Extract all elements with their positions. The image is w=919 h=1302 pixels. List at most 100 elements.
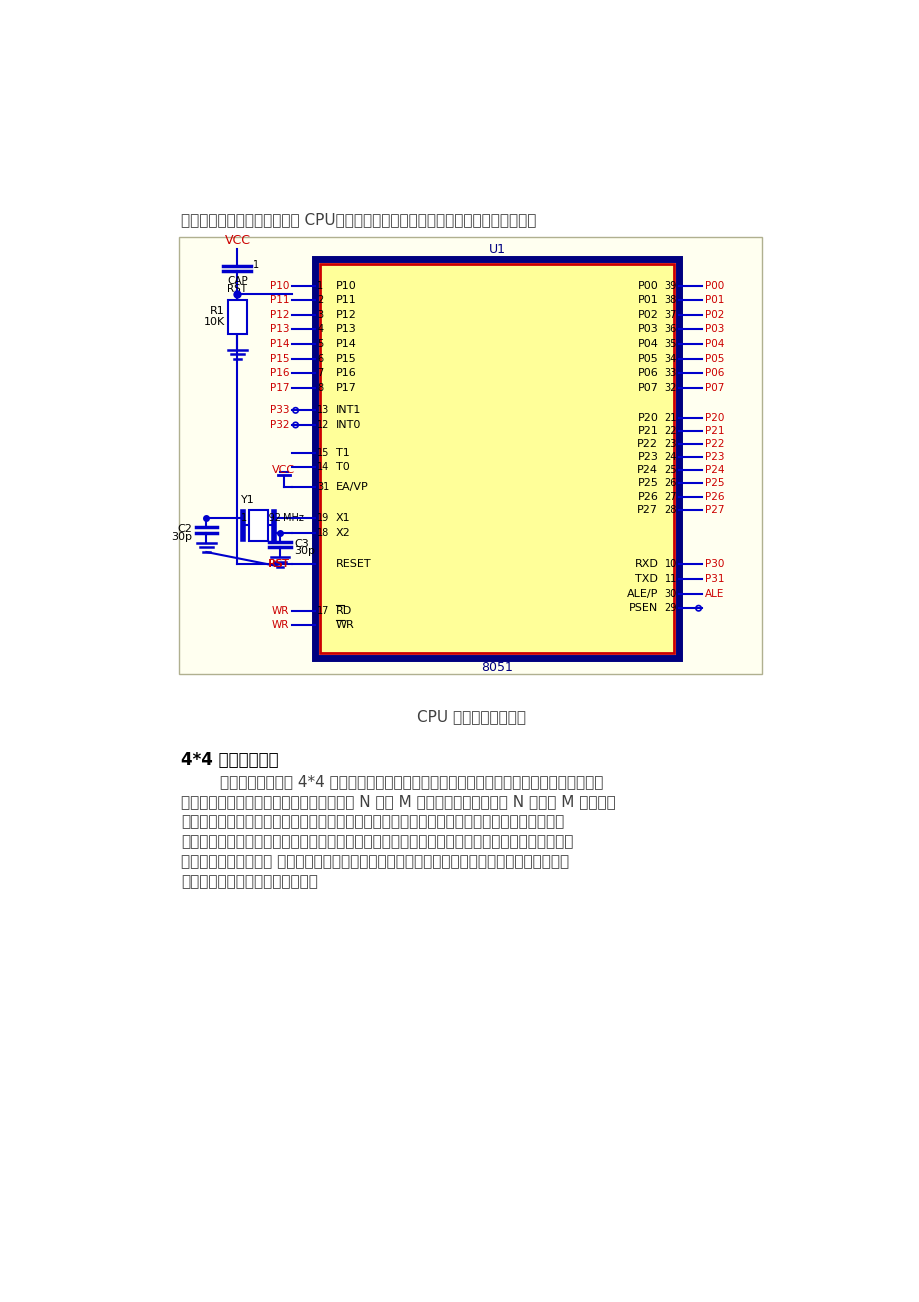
Text: U1: U1 bbox=[488, 242, 505, 255]
Text: 30p: 30p bbox=[171, 531, 192, 542]
Text: CPU 时钟与复位电路图: CPU 时钟与复位电路图 bbox=[416, 710, 526, 724]
Text: T1: T1 bbox=[335, 448, 349, 458]
Text: TXD: TXD bbox=[635, 574, 658, 585]
Text: 1: 1 bbox=[253, 260, 259, 270]
Text: 24: 24 bbox=[664, 452, 676, 462]
Text: 4*4 矩阵键盘电路: 4*4 矩阵键盘电路 bbox=[181, 751, 278, 769]
Text: EA/VP: EA/VP bbox=[335, 482, 369, 492]
Text: INT1: INT1 bbox=[335, 405, 361, 415]
Text: P12: P12 bbox=[335, 310, 357, 320]
Text: P03: P03 bbox=[704, 324, 723, 335]
Text: T0: T0 bbox=[335, 462, 349, 473]
Text: P30: P30 bbox=[704, 560, 723, 569]
Text: 一种是传统的行扫描法 另一种是速度较快的线反转法，这种方法必须采用可编程并行接口。本实: 一种是传统的行扫描法 另一种是速度较快的线反转法，这种方法必须采用可编程并行接口… bbox=[181, 854, 568, 870]
Text: P23: P23 bbox=[704, 452, 723, 462]
Text: P10: P10 bbox=[269, 281, 289, 290]
Text: P24: P24 bbox=[704, 465, 723, 475]
Text: 36: 36 bbox=[664, 324, 676, 335]
Text: PSEN: PSEN bbox=[629, 603, 658, 613]
Text: 键按下时，行线和列线之间是不相连。若第 N 行第 M 列的键被按下，那么第 N 行与第 M 列的线就: 键按下时，行线和列线之间是不相连。若第 N 行第 M 列的键被按下，那么第 N … bbox=[181, 794, 615, 810]
Bar bbox=[320, 264, 673, 652]
Text: 5: 5 bbox=[317, 339, 323, 349]
Text: 28: 28 bbox=[664, 505, 676, 514]
Text: 1: 1 bbox=[317, 281, 323, 290]
Text: RD: RD bbox=[335, 605, 352, 616]
Text: P20: P20 bbox=[637, 413, 658, 423]
Text: 25: 25 bbox=[664, 465, 676, 475]
Text: WR: WR bbox=[272, 620, 289, 630]
Text: 39: 39 bbox=[664, 281, 676, 290]
Text: 31: 31 bbox=[317, 482, 329, 492]
Text: P04: P04 bbox=[704, 339, 723, 349]
Text: P13: P13 bbox=[335, 324, 357, 335]
Text: 33: 33 bbox=[664, 368, 676, 379]
Text: RESET: RESET bbox=[335, 560, 371, 569]
Text: 11.0592 MHz: 11.0592 MHz bbox=[241, 513, 304, 523]
Text: 21: 21 bbox=[664, 413, 676, 423]
Text: 3: 3 bbox=[317, 310, 323, 320]
Text: 8: 8 bbox=[317, 383, 323, 393]
Text: P03: P03 bbox=[637, 324, 658, 335]
Text: 30: 30 bbox=[664, 589, 676, 599]
Text: P02: P02 bbox=[637, 310, 658, 320]
Bar bbox=[179, 237, 761, 674]
Text: P32: P32 bbox=[269, 421, 289, 430]
Text: C2: C2 bbox=[177, 523, 192, 534]
Text: WR: WR bbox=[335, 620, 354, 630]
Text: 4: 4 bbox=[317, 324, 323, 335]
Text: RST: RST bbox=[267, 560, 289, 569]
Text: INT0: INT0 bbox=[335, 421, 361, 430]
Text: P00: P00 bbox=[704, 281, 723, 290]
Text: P31: P31 bbox=[704, 574, 723, 585]
Text: 14: 14 bbox=[317, 462, 329, 473]
Text: 30p: 30p bbox=[294, 547, 314, 556]
Text: P04: P04 bbox=[637, 339, 658, 349]
Text: P25: P25 bbox=[704, 479, 723, 488]
Text: P05: P05 bbox=[637, 354, 658, 363]
Text: ALE: ALE bbox=[704, 589, 723, 599]
Text: P14: P14 bbox=[335, 339, 357, 349]
Text: WR: WR bbox=[272, 605, 289, 616]
Text: C3: C3 bbox=[294, 539, 309, 548]
Text: P26: P26 bbox=[637, 492, 658, 501]
Text: 加上一个扫描信号（本实验中用的低电平），就可以判断按键的位置。常用的按键识别有两种方法: 加上一个扫描信号（本实验中用的低电平），就可以判断按键的位置。常用的按键识别有两… bbox=[181, 835, 573, 850]
Text: Y1: Y1 bbox=[241, 496, 255, 505]
Text: 11: 11 bbox=[664, 574, 676, 585]
Text: RST: RST bbox=[269, 560, 289, 569]
Text: 38: 38 bbox=[664, 296, 676, 305]
Text: P05: P05 bbox=[704, 354, 723, 363]
Text: P07: P07 bbox=[704, 383, 723, 393]
Text: P06: P06 bbox=[637, 368, 658, 379]
Text: VCC: VCC bbox=[224, 234, 250, 247]
Text: P17: P17 bbox=[335, 383, 357, 393]
Text: P11: P11 bbox=[269, 296, 289, 305]
Text: P27: P27 bbox=[637, 505, 658, 514]
Text: P15: P15 bbox=[335, 354, 357, 363]
Bar bbox=[228, 301, 246, 335]
Text: P00: P00 bbox=[637, 281, 658, 290]
Text: 35: 35 bbox=[664, 339, 676, 349]
Text: X1: X1 bbox=[335, 513, 350, 523]
Text: 10K: 10K bbox=[204, 316, 225, 327]
Text: 23: 23 bbox=[664, 439, 676, 449]
Text: 34: 34 bbox=[664, 354, 676, 363]
Text: P02: P02 bbox=[704, 310, 723, 320]
Text: 17: 17 bbox=[317, 605, 329, 616]
Text: P17: P17 bbox=[269, 383, 289, 393]
Text: 6: 6 bbox=[317, 354, 323, 363]
Text: ALE/P: ALE/P bbox=[626, 589, 658, 599]
Text: P23: P23 bbox=[637, 452, 658, 462]
Text: CAP: CAP bbox=[227, 276, 247, 286]
Text: P15: P15 bbox=[269, 354, 289, 363]
Text: 27: 27 bbox=[664, 492, 676, 501]
Text: P21: P21 bbox=[704, 426, 723, 436]
Text: P22: P22 bbox=[704, 439, 723, 449]
Text: P33: P33 bbox=[269, 405, 289, 415]
Text: P11: P11 bbox=[335, 296, 357, 305]
Text: P07: P07 bbox=[637, 383, 658, 393]
Text: 10: 10 bbox=[664, 560, 676, 569]
Bar bbox=[249, 510, 267, 540]
Text: P26: P26 bbox=[704, 492, 723, 501]
Text: P14: P14 bbox=[269, 339, 289, 349]
Text: 18: 18 bbox=[317, 527, 329, 538]
